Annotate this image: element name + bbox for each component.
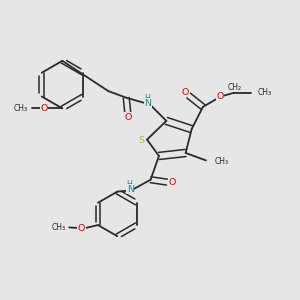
Text: N: N — [144, 99, 151, 108]
Text: O: O — [182, 88, 189, 97]
Text: O: O — [124, 113, 131, 122]
Text: O: O — [217, 92, 224, 101]
Text: H: H — [145, 94, 151, 103]
Text: N: N — [127, 185, 134, 194]
Text: CH₃: CH₃ — [52, 223, 66, 232]
Text: O: O — [78, 224, 85, 233]
Text: S: S — [139, 136, 145, 145]
Text: O: O — [40, 103, 48, 112]
Text: CH₃: CH₃ — [257, 88, 272, 97]
Text: CH₃: CH₃ — [14, 104, 28, 113]
Text: CH₂: CH₂ — [227, 83, 242, 92]
Text: H: H — [126, 180, 132, 189]
Text: CH₃: CH₃ — [215, 158, 229, 166]
Text: O: O — [169, 178, 176, 187]
